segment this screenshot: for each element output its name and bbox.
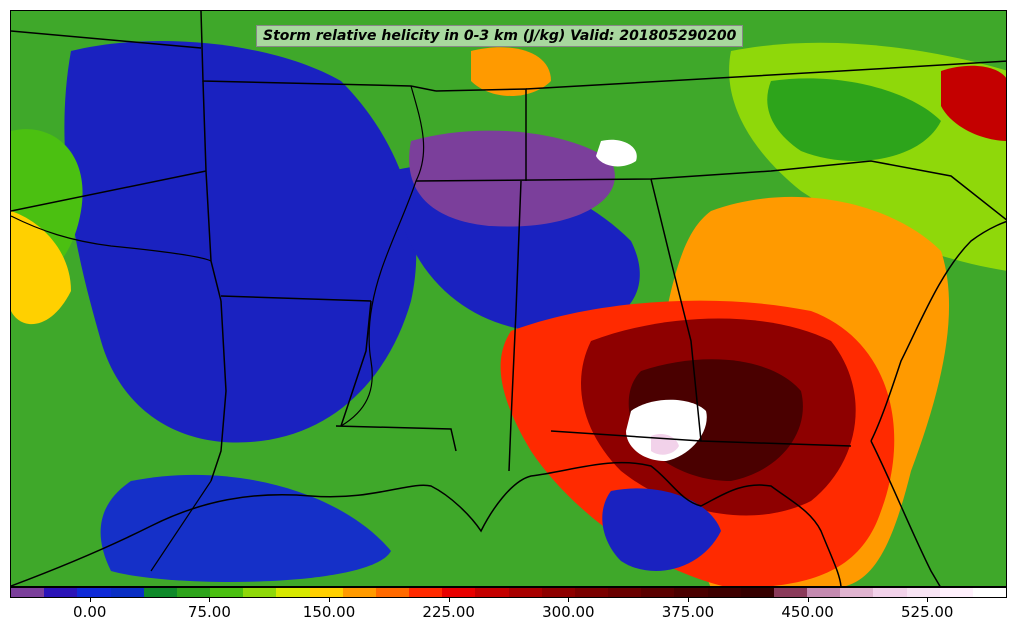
colorbar-tick-label: 300.00 [542, 603, 595, 621]
colorbar-swatch [906, 588, 940, 597]
colorbar-swatch [873, 588, 907, 597]
colorbar-tick-mark [329, 598, 331, 602]
map-title: Storm relative helicity in 0-3 km (J/kg)… [256, 25, 744, 47]
colorbar-tick-label: 450.00 [781, 603, 834, 621]
helicity-field-map [11, 11, 1006, 586]
colorbar-tick-label: 525.00 [900, 603, 954, 621]
colorbar-swatch [309, 588, 343, 597]
colorbar-swatch [44, 588, 78, 597]
colorbar-swatch [707, 588, 741, 597]
field-region-blue-southeast [602, 488, 721, 571]
colorbar-tick-labels: 0.00 75.00 150.00 225.00 300.00 375.00 450.00 5… [10, 598, 1007, 628]
field-region-white-max [626, 399, 707, 461]
colorbar-swatch [243, 588, 277, 597]
field-region-purple-north [409, 130, 615, 227]
colorbar-tick-label: 75.00 [187, 603, 231, 621]
colorbar-swatch [740, 588, 774, 597]
colorbar-swatch [77, 588, 111, 597]
colorbar-swatch [641, 588, 675, 597]
colorbar-tick-label: 150.00 [302, 603, 356, 621]
colorbar-swatch [375, 588, 410, 597]
state-boundaries [11, 11, 1006, 482]
colorbar-swatch [972, 588, 1007, 597]
colorbar-swatch [11, 588, 45, 597]
coastline [11, 220, 1006, 586]
colorbar-swatch [508, 588, 542, 597]
field-region-green-northeast [767, 78, 941, 161]
colorbar-tick-mark [209, 598, 211, 602]
colorbar-swatch [442, 588, 476, 597]
field-region-blue-central [64, 41, 417, 443]
colorbar-tick-mark [807, 598, 809, 602]
colorbar-swatch [574, 588, 609, 597]
colorbar-tick-mark [448, 598, 450, 602]
colorbar-swatch [409, 588, 443, 597]
field-region-blue-south [100, 474, 391, 582]
colorbar-swatch [840, 588, 874, 597]
colorbar-swatch [939, 588, 973, 597]
colorbar-swatch [475, 588, 509, 597]
colorbar-tick-mark [927, 598, 929, 602]
field-region-orange-north [471, 47, 551, 96]
colorbar-swatch [276, 588, 310, 597]
colorbar-swatch [674, 588, 708, 597]
colorbar-swatch [110, 588, 144, 597]
colorbar-tick-mark [687, 598, 689, 602]
rivers-and-borders [11, 85, 425, 572]
colorbar-swatch [608, 588, 642, 597]
colorbar-tick-mark [568, 598, 570, 602]
field-region-yellow-west [11, 211, 71, 325]
colorbar-swatch [541, 588, 575, 597]
colorbar [10, 587, 1007, 598]
colorbar-tick-mark [89, 598, 91, 602]
colorbar-swatch [773, 588, 808, 597]
field-region-white-north [596, 139, 637, 167]
map-panel: Storm relative helicity in 0-3 km (J/kg)… [10, 10, 1007, 587]
colorbar-tick-label: 0.00 [73, 603, 107, 621]
colorbar-swatch [807, 588, 841, 597]
colorbar-tick-label: 375.00 [661, 603, 715, 621]
colorbar-swatch [176, 588, 211, 597]
colorbar-swatch [210, 588, 244, 597]
colorbar-swatch [342, 588, 376, 597]
colorbar-swatch [143, 588, 177, 597]
field-region-red-northeast [941, 65, 1006, 141]
colorbar-tick-label: 225.00 [422, 603, 475, 621]
